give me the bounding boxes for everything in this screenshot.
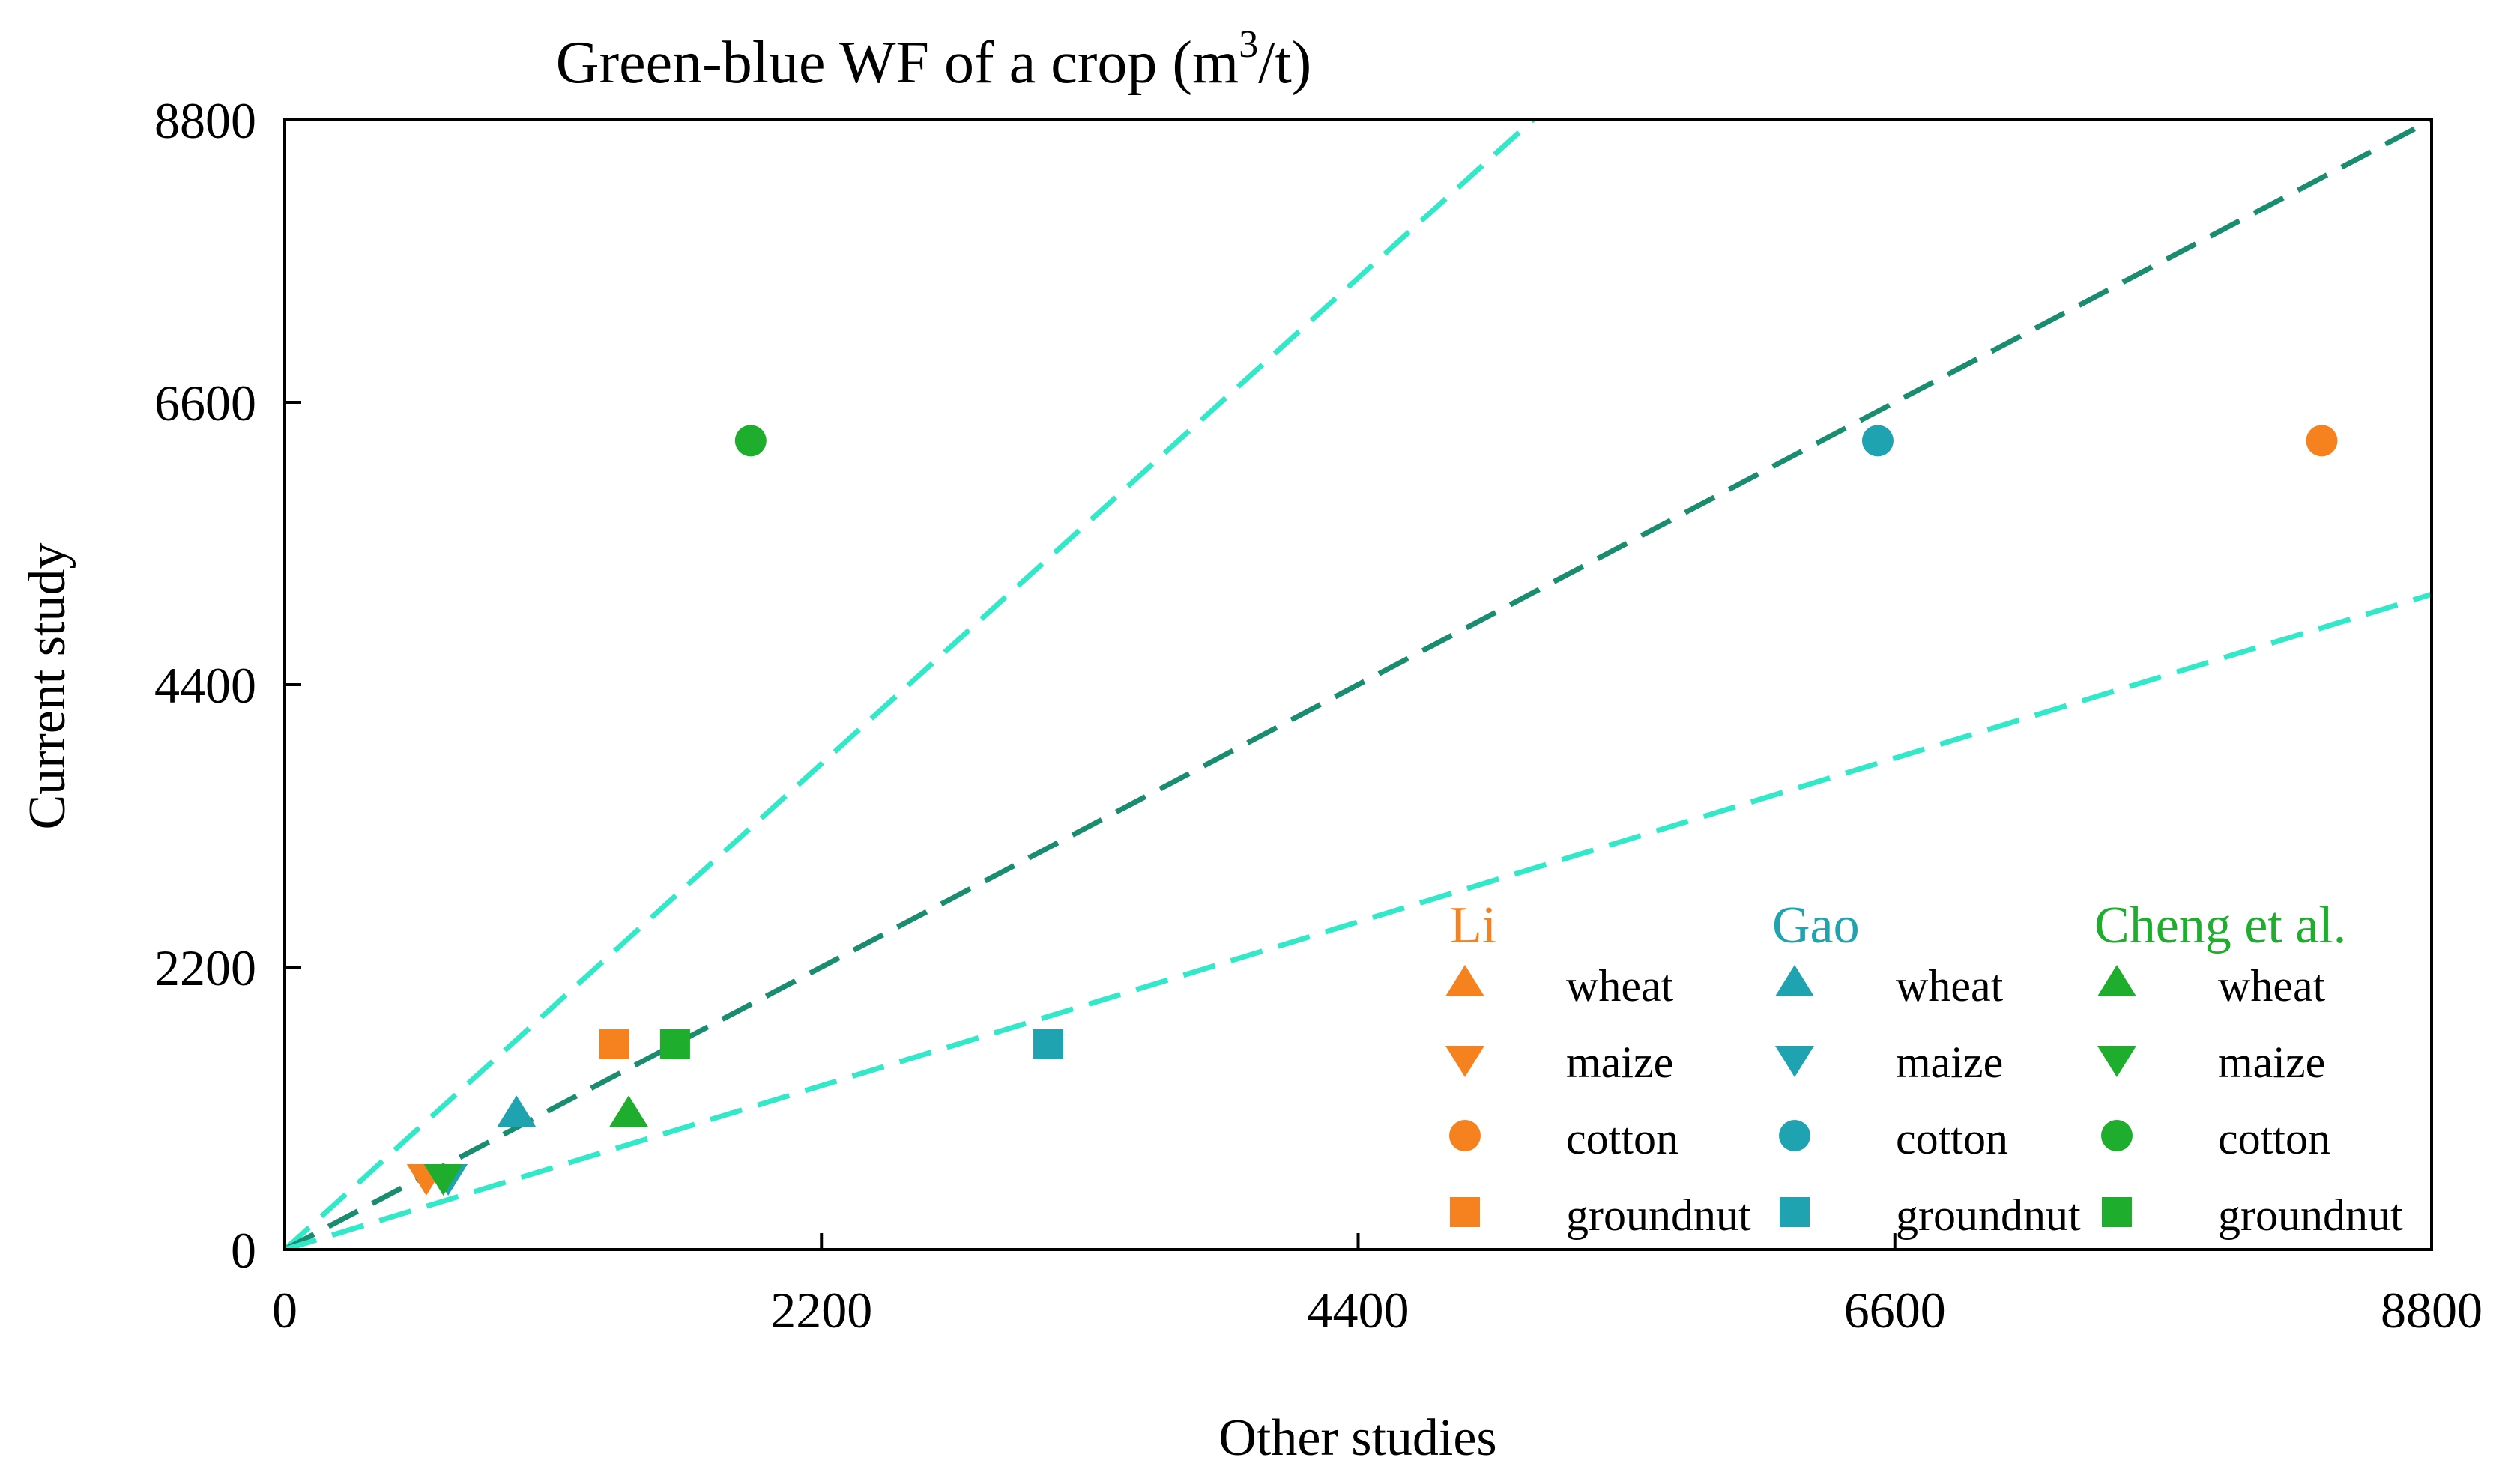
legend-label-gao-groundnut: groundnut	[1896, 1190, 2081, 1240]
legend-marker-cheng-et-al-wheat	[2097, 965, 2136, 996]
y-tick-label: 8800	[154, 92, 256, 149]
point-cheng-et-al-wheat	[609, 1095, 649, 1127]
y-axis-label: Current study	[19, 542, 76, 829]
x-tick-label: 4400	[1308, 1282, 1409, 1339]
legend-title-li: Li	[1450, 897, 1496, 954]
reference-lines	[285, 120, 2432, 1250]
y-tick-label: 6600	[154, 375, 256, 431]
legend-marker-gao-cotton	[1779, 1120, 1810, 1151]
point-gao-groundnut	[1033, 1029, 1064, 1059]
point-cheng-et-al-maize	[423, 1164, 463, 1196]
chart-title-main: Green-blue WF of a crop (m	[556, 30, 1239, 96]
x-tick-label: 2200	[770, 1282, 872, 1339]
reference-line-upper-bound	[285, 120, 1537, 1250]
legend-title-cheng-et-al: Cheng et al.	[2094, 897, 2346, 954]
legend-marker-li-maize	[1445, 1046, 1484, 1077]
legend-label-gao-wheat: wheat	[1896, 961, 2004, 1011]
chart-title-tail: /t)	[1258, 30, 1311, 96]
legend-marker-cheng-et-al-maize	[2097, 1046, 2136, 1077]
chart-title: Green-blue WF of a crop (m3/t)	[556, 23, 1312, 96]
reference-line-one-to-one	[285, 120, 2432, 1250]
legend-label-cheng-et-al-groundnut: groundnut	[2218, 1190, 2403, 1240]
point-li-groundnut	[599, 1029, 629, 1059]
legend-marker-gao-groundnut	[1780, 1197, 1810, 1227]
legend-label-li-cotton: cotton	[1566, 1114, 1678, 1163]
legend-label-li-wheat: wheat	[1566, 961, 1674, 1011]
legend-label-li-maize: maize	[1566, 1038, 1673, 1087]
y-tick-label: 2200	[154, 939, 256, 996]
point-cheng-et-al-groundnut	[659, 1029, 690, 1059]
x-tick-label: 0	[272, 1282, 297, 1339]
legend-label-li-groundnut: groundnut	[1566, 1190, 1751, 1240]
legend-marker-gao-wheat	[1775, 965, 1814, 996]
legend-title-gao: Gao	[1772, 897, 1860, 954]
point-li-cotton	[2306, 425, 2338, 457]
chart-title-superscript: 3	[1239, 23, 1258, 66]
legend-label-gao-maize: maize	[1896, 1038, 2003, 1087]
y-tick-label: 0	[231, 1222, 256, 1279]
legend-marker-li-cotton	[1449, 1120, 1481, 1151]
legend-label-cheng-et-al-wheat: wheat	[2218, 961, 2326, 1011]
point-gao-wheat	[497, 1095, 537, 1127]
x-tick-label: 8800	[2381, 1282, 2483, 1339]
legend-marker-li-groundnut	[1450, 1197, 1480, 1227]
legend-label-gao-cotton: cotton	[1896, 1114, 2008, 1163]
point-gao-cotton	[1861, 425, 1894, 457]
legend-marker-li-wheat	[1445, 965, 1484, 996]
legend-marker-cheng-et-al-cotton	[2101, 1120, 2133, 1151]
reference-line-lower-bound	[285, 592, 2432, 1250]
y-tick-label: 4400	[154, 657, 256, 714]
x-tick-label: 6600	[1844, 1282, 1946, 1339]
point-cheng-et-al-cotton	[734, 425, 767, 457]
legend-marker-cheng-et-al-groundnut	[2102, 1197, 2132, 1227]
legend-label-cheng-et-al-cotton: cotton	[2218, 1114, 2330, 1163]
legend-marker-gao-maize	[1775, 1046, 1814, 1077]
legend-label-cheng-et-al-maize: maize	[2218, 1038, 2325, 1087]
x-axis-label: Other studies	[1218, 1409, 1496, 1467]
